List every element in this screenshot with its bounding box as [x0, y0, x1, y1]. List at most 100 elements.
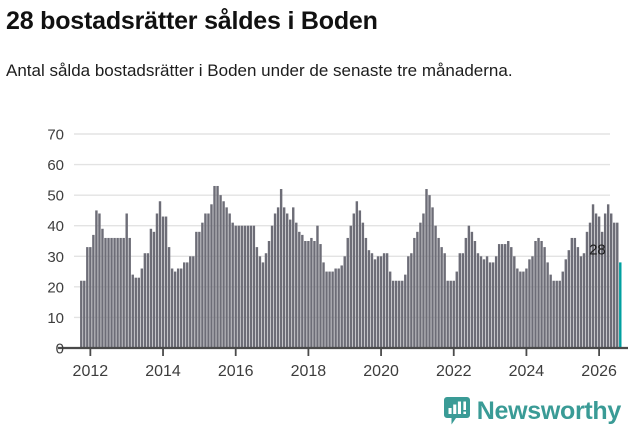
bar	[192, 256, 195, 348]
bar	[394, 280, 398, 348]
x-tick-label: 2014	[145, 363, 181, 380]
bar	[440, 247, 443, 348]
bar	[207, 213, 210, 348]
bar	[546, 262, 549, 348]
bar	[600, 231, 604, 348]
bar	[573, 237, 577, 348]
bar	[452, 280, 455, 348]
value-annotation: 28	[589, 241, 606, 258]
bar	[92, 234, 95, 348]
bar-highlighted	[619, 262, 622, 348]
bar	[461, 253, 465, 348]
bar	[155, 213, 159, 348]
bar	[304, 241, 307, 348]
bar	[316, 225, 319, 348]
bar	[107, 237, 110, 348]
bar	[491, 262, 495, 348]
bar	[189, 256, 192, 348]
bar	[355, 201, 359, 348]
bar	[313, 241, 316, 348]
bar	[613, 222, 616, 348]
bar	[322, 262, 325, 348]
bar	[83, 280, 86, 348]
bar	[146, 253, 150, 348]
bar	[131, 274, 134, 348]
bar	[170, 268, 174, 348]
y-tick-label: 40	[47, 218, 64, 235]
bar	[137, 277, 141, 348]
bar	[391, 280, 395, 348]
bar	[476, 253, 480, 348]
bar	[398, 280, 401, 348]
bar	[358, 210, 362, 348]
bar	[455, 271, 458, 348]
bar	[382, 253, 386, 348]
bar	[576, 247, 580, 348]
bar	[422, 213, 425, 348]
plot-area: 0 10 20 30 40 50 60 70 2012 2014 2016 2018 2020 2022…	[0, 120, 631, 385]
y-tick-label: 70	[47, 127, 64, 144]
bar	[176, 268, 180, 348]
bar	[437, 237, 440, 348]
bar	[298, 231, 301, 348]
bar-chart-speech-bubble-icon	[443, 397, 470, 425]
bar	[591, 204, 595, 348]
bar	[370, 253, 374, 348]
bar	[419, 222, 422, 348]
bar	[549, 274, 552, 348]
bar	[128, 237, 131, 348]
bar	[410, 253, 413, 348]
bar	[249, 225, 253, 348]
bar	[167, 247, 171, 348]
bar	[186, 262, 189, 348]
bar	[413, 237, 416, 348]
bar	[86, 247, 89, 348]
bar	[295, 222, 298, 348]
bar	[325, 271, 328, 348]
bar	[543, 247, 546, 348]
x-axis-tick-labels: 2012 2014 2016 2018 2020 2022 2024 2026	[73, 363, 617, 380]
bar	[352, 213, 356, 348]
bar	[98, 213, 101, 348]
bar	[243, 225, 246, 348]
bar	[89, 247, 92, 348]
y-tick-label: 30	[47, 249, 64, 266]
bar	[276, 207, 280, 348]
bar	[534, 241, 537, 348]
bar	[401, 280, 404, 348]
bar	[485, 256, 489, 348]
bar	[119, 237, 122, 348]
bar	[555, 280, 558, 348]
bar	[110, 237, 113, 348]
bar	[240, 225, 243, 348]
bar	[379, 256, 383, 348]
bar	[340, 265, 343, 348]
bar	[594, 213, 598, 348]
annotation-value-label: 28	[589, 241, 606, 258]
bar	[388, 271, 392, 348]
bar	[561, 271, 564, 348]
newsworthy-logo[interactable]: Newsworthy	[443, 397, 621, 425]
bar	[164, 216, 168, 348]
bar	[376, 256, 380, 348]
bar	[122, 237, 125, 348]
bar	[264, 253, 268, 348]
bar	[125, 213, 128, 348]
bar	[428, 195, 431, 348]
bar	[558, 280, 561, 348]
bar	[255, 247, 259, 348]
bar	[537, 237, 540, 348]
x-tick-label: 2020	[363, 363, 399, 380]
bar	[134, 277, 137, 348]
bar	[273, 213, 277, 348]
bar	[219, 195, 222, 348]
bar	[173, 271, 177, 348]
bar	[149, 228, 153, 348]
bar	[482, 259, 486, 348]
bar	[567, 250, 571, 348]
y-tick-label: 60	[47, 157, 64, 174]
bar	[140, 268, 144, 348]
bar	[346, 237, 349, 348]
bar	[449, 280, 452, 348]
